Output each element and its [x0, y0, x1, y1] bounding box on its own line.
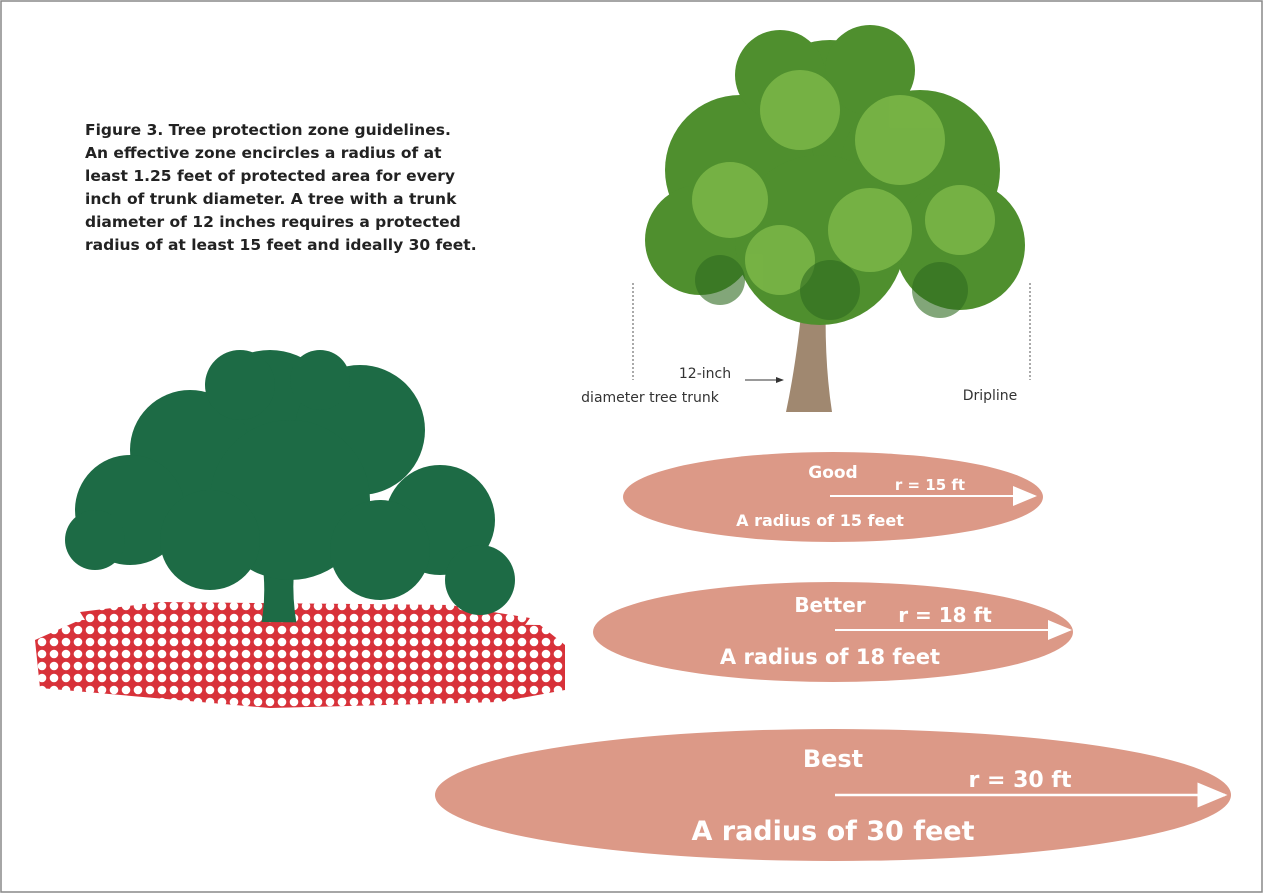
caption-line: inch of trunk diameter. A tree with a tr…	[85, 190, 457, 208]
zone-description: A radius of 18 feet	[720, 645, 940, 669]
caption-line: An effective zone encircles a radius of …	[85, 144, 442, 162]
zone: Good r = 15 ft A radius of 15 feet	[623, 452, 1043, 542]
trunk-label: diameter tree trunk	[581, 390, 720, 406]
caption-line: radius of at least 15 feet and ideally 3…	[85, 236, 477, 254]
zone-rating: Better	[794, 593, 865, 617]
zone-rating: Good	[808, 463, 857, 483]
dripline-label: Dripline	[963, 388, 1018, 404]
zone: Better r = 18 ft A radius of 18 feet	[593, 582, 1073, 682]
caption-line: diameter of 12 inches requires a protect…	[85, 213, 461, 231]
caption-line: Figure 3. Tree protection zone guideline…	[85, 121, 451, 139]
diagram: Figure 3. Tree protection zone guideline…	[0, 0, 1263, 893]
trunk-label: 12-inch	[679, 366, 731, 382]
zone-radius: r = 15 ft	[895, 476, 965, 494]
zone-radius: r = 18 ft	[898, 603, 992, 627]
zone-rating: Best	[803, 745, 863, 773]
zone-radius: r = 30 ft	[969, 768, 1072, 793]
zone-description: A radius of 15 feet	[736, 511, 904, 530]
zone-description: A radius of 30 feet	[691, 816, 974, 847]
zone: Best r = 30 ft A radius of 30 feet	[435, 729, 1231, 861]
caption-line: least 1.25 feet of protected area for ev…	[85, 167, 455, 185]
